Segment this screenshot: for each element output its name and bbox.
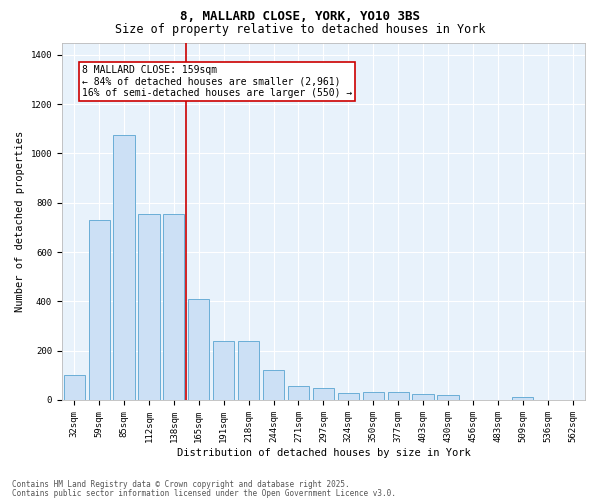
Text: Size of property relative to detached houses in York: Size of property relative to detached ho…	[115, 22, 485, 36]
Bar	[338, 392, 359, 400]
Bar	[213, 342, 235, 400]
Bar	[188, 299, 209, 400]
Text: Contains public sector information licensed under the Open Government Licence v3: Contains public sector information licen…	[12, 489, 396, 498]
Bar	[512, 397, 533, 400]
Bar	[412, 394, 434, 400]
Bar	[163, 214, 184, 400]
Bar	[113, 135, 134, 400]
Bar	[437, 394, 458, 400]
Bar	[89, 220, 110, 400]
X-axis label: Distribution of detached houses by size in York: Distribution of detached houses by size …	[176, 448, 470, 458]
Bar	[64, 376, 85, 400]
Bar	[313, 388, 334, 400]
Bar	[362, 392, 384, 400]
Text: 8, MALLARD CLOSE, YORK, YO10 3BS: 8, MALLARD CLOSE, YORK, YO10 3BS	[180, 10, 420, 23]
Bar	[238, 342, 259, 400]
Bar	[288, 386, 309, 400]
Text: 8 MALLARD CLOSE: 159sqm
← 84% of detached houses are smaller (2,961)
16% of semi: 8 MALLARD CLOSE: 159sqm ← 84% of detache…	[82, 64, 352, 98]
Bar	[263, 370, 284, 400]
Bar	[388, 392, 409, 400]
Bar	[139, 214, 160, 400]
Y-axis label: Number of detached properties: Number of detached properties	[15, 130, 25, 312]
Text: Contains HM Land Registry data © Crown copyright and database right 2025.: Contains HM Land Registry data © Crown c…	[12, 480, 350, 489]
